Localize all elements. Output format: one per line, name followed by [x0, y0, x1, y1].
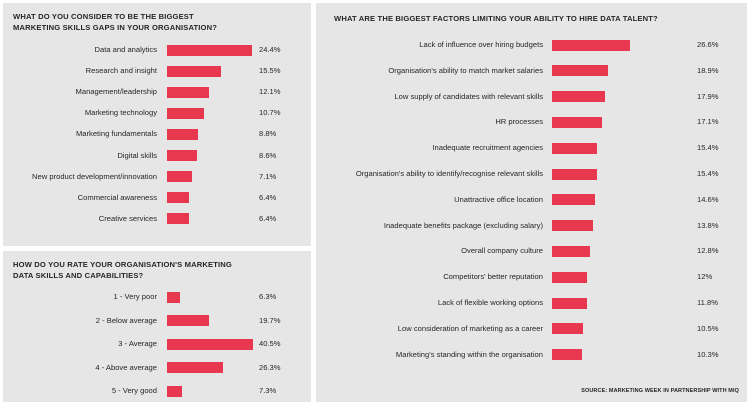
- skills-gaps-value-7: 7.1%: [259, 171, 277, 181]
- skills-gaps-bar-7: [167, 171, 192, 183]
- data-skills-rating-bar-3: [167, 338, 253, 350]
- skills-gaps-label-2: Research and insight: [85, 66, 157, 76]
- hiring-factors-value-4: 17.1%: [697, 117, 719, 127]
- hiring-factors-label-2: Organisation's ability to match market s…: [388, 65, 543, 75]
- skills-gaps-value-6: 8.6%: [259, 150, 277, 160]
- hiring-factors-label-1: Lack of influence over hiring budgets: [419, 40, 543, 49]
- data-skills-rating-value-1: 6.3%: [259, 292, 277, 301]
- data-skills-rating-value-3: 40.5%: [259, 339, 281, 348]
- hiring-factors-value-8: 13.8%: [697, 220, 719, 230]
- hiring-factors-label-5: Inadequate recruitment agencies: [432, 143, 543, 153]
- hiring-factors-bar-11: [552, 297, 587, 309]
- hiring-factors-bar-5: [552, 142, 598, 154]
- hiring-factors-bar-12: [552, 323, 583, 335]
- skills-gaps-label-4: Marketing technology: [84, 108, 157, 118]
- hiring-factors-bar-7: [552, 194, 596, 206]
- hiring-factors-value-10: 12%: [697, 272, 713, 282]
- hiring-factors-panel: WHAT ARE THE BIGGEST FACTORS LIMITING YO…: [316, 3, 747, 402]
- skills-gaps-label-5: Marketing fundamentals: [75, 129, 157, 139]
- hiring-factors-bar-9: [552, 245, 590, 257]
- hiring-factors-bar-3: [552, 91, 605, 103]
- hiring-factors-title: WHAT ARE THE BIGGEST FACTORS LIMITING YO…: [334, 13, 658, 24]
- data-skills-rating-title-line-2: DATA SKILLS AND CAPABILITIES?: [13, 271, 144, 280]
- skills-gaps-value-9: 6.4%: [259, 213, 277, 223]
- hiring-factors-label-8: Inadequate benefits package (excluding s…: [383, 220, 543, 230]
- data-skills-rating-label-5: 5 - Very good: [111, 386, 157, 395]
- hiring-factors-value-13: 10.3%: [697, 349, 719, 359]
- hiring-factors-value-6: 15.4%: [697, 169, 719, 178]
- skills-gaps-label-8: Commercial awareness: [77, 192, 157, 202]
- skills-gaps-label-1: Data and analytics: [94, 45, 157, 54]
- hiring-factors-bar-10: [552, 271, 588, 283]
- skills-gaps-label-9: Creative services: [98, 213, 157, 223]
- hiring-factors-value-9: 12.8%: [697, 246, 719, 256]
- skills-gaps-bar-5: [167, 128, 198, 140]
- data-skills-rating-bar-1: [167, 291, 181, 303]
- data-skills-rating-title: HOW DO YOU RATE YOUR ORGANISATION'S MARK…: [13, 259, 232, 281]
- hiring-factors-label-10: Competitors' better reputation: [443, 272, 543, 282]
- skills-gaps-title: WHAT DO YOU CONSIDER TO BE THE BIGGEST M…: [13, 11, 217, 33]
- skills-gaps-bar-8: [167, 192, 190, 204]
- hiring-factors-value-3: 17.9%: [697, 91, 719, 101]
- hiring-factors-value-5: 15.4%: [697, 143, 719, 153]
- data-skills-rating-title-line-1: HOW DO YOU RATE YOUR ORGANISATION'S MARK…: [13, 260, 232, 269]
- data-skills-rating-label-2: 2 - Below average: [95, 315, 157, 325]
- skills-gaps-bar-2: [167, 65, 222, 77]
- hiring-factors-title-line-1: WHAT ARE THE BIGGEST FACTORS LIMITING YO…: [334, 14, 658, 23]
- hiring-factors-label-11: Lack of flexible working options: [437, 298, 543, 307]
- hiring-factors-value-11: 11.8%: [697, 298, 718, 307]
- source-note: SOURCE: MARKETING WEEK IN PARTNERSHIP WI…: [581, 388, 739, 394]
- skills-gaps-panel: WHAT DO YOU CONSIDER TO BE THE BIGGEST M…: [3, 3, 311, 246]
- hiring-factors-label-6: Organisation's ability to identify/recog…: [355, 169, 543, 178]
- data-skills-rating-value-4: 26.3%: [259, 362, 281, 372]
- hiring-factors-bar-6: [552, 168, 598, 180]
- data-skills-rating-value-2: 19.7%: [259, 315, 281, 325]
- skills-gaps-label-7: New product development/innovation: [32, 171, 157, 181]
- hiring-factors-label-3: Low supply of candidates with relevant s…: [394, 91, 543, 101]
- skills-gaps-bar-3: [167, 86, 210, 98]
- hiring-factors-value-12: 10.5%: [697, 323, 719, 333]
- skills-gaps-value-4: 10.7%: [259, 108, 281, 118]
- skills-gaps-bar-1: [167, 44, 253, 56]
- skills-gaps-value-1: 24.4%: [259, 45, 281, 54]
- hiring-factors-bar-4: [552, 116, 603, 128]
- data-skills-rating-bar-2: [167, 315, 209, 326]
- data-skills-rating-value-5: 7.3%: [259, 386, 277, 395]
- skills-gaps-value-2: 15.5%: [259, 66, 281, 76]
- data-skills-rating-bar-5: [167, 385, 183, 397]
- skills-gaps-value-3: 12.1%: [259, 87, 281, 97]
- hiring-factors-label-4: HR processes: [495, 117, 543, 127]
- skills-gaps-value-5: 8.8%: [259, 129, 277, 139]
- hiring-factors-label-13: Marketing's standing within the organisa…: [395, 349, 543, 359]
- data-skills-rating-panel: HOW DO YOU RATE YOUR ORGANISATION'S MARK…: [3, 251, 311, 402]
- skills-gaps-label-6: Digital skills: [117, 150, 157, 160]
- skills-gaps-bar-9: [167, 213, 190, 225]
- data-skills-rating-label-4: 4 - Above average: [95, 362, 157, 372]
- hiring-factors-bar-13: [552, 349, 583, 361]
- data-skills-rating-bar-4: [167, 362, 223, 373]
- skills-gaps-label-3: Management/leadership: [75, 87, 157, 97]
- data-skills-rating-label-1: 1 - Very poor: [113, 292, 157, 301]
- hiring-factors-bar-2: [552, 65, 608, 77]
- skills-gaps-bar-4: [167, 107, 205, 119]
- hiring-factors-bar-8: [552, 220, 593, 232]
- hiring-factors-label-12: Low consideration of marketing as a care…: [397, 323, 543, 333]
- hiring-factors-value-2: 18.9%: [697, 65, 719, 75]
- hiring-factors-value-1: 26.6%: [697, 40, 719, 49]
- data-skills-rating-label-3: 3 - Average: [118, 339, 157, 348]
- skills-gaps-title-line-2: MARKETING SKILLS GAPS IN YOUR ORGANISATI…: [13, 23, 218, 32]
- skills-gaps-title-line-1: WHAT DO YOU CONSIDER TO BE THE BIGGEST: [13, 12, 194, 21]
- skills-gaps-bar-6: [167, 150, 198, 161]
- hiring-factors-label-7: Unattractive office location: [454, 194, 543, 204]
- hiring-factors-bar-1: [552, 39, 631, 51]
- skills-gaps-value-8: 6.4%: [259, 192, 277, 202]
- hiring-factors-label-9: Overall company culture: [461, 246, 543, 256]
- hiring-factors-value-7: 14.6%: [697, 194, 719, 204]
